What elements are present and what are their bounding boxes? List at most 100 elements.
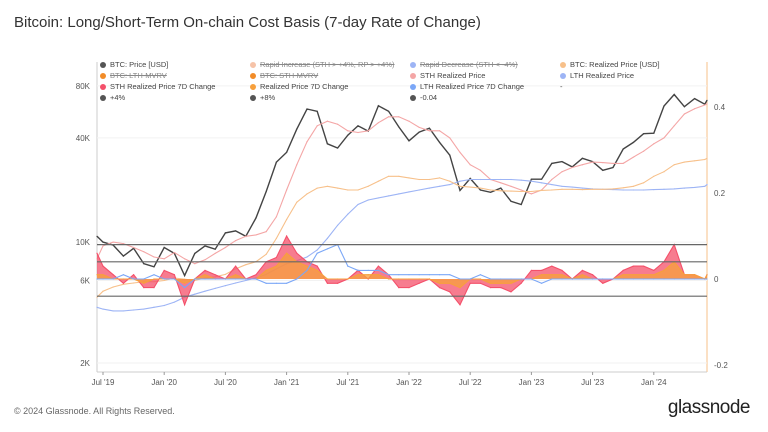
point-lth-realized-price-7d-change	[173, 278, 175, 280]
point-lth-realized-price-7d-change	[704, 278, 706, 280]
point-sth-realized-price	[428, 130, 430, 132]
point-realized-price-7d-change	[510, 282, 512, 284]
legend-item-lth-realized-price[interactable]: LTH Realized Price	[560, 71, 634, 80]
point-btc-price-usd	[275, 161, 277, 163]
point-sth-realized-price-7d-change	[163, 269, 165, 271]
point-btc-price-usd	[337, 147, 339, 149]
point-lth-realized-price	[122, 310, 124, 312]
point-lth-realized-price	[326, 237, 328, 240]
point-sth-realized-price	[377, 122, 379, 124]
point-lth-realized-price	[704, 185, 706, 187]
legend-dot-icon	[250, 95, 256, 102]
point-sth-realized-price-7d-change	[204, 269, 206, 271]
legend-item-sth-realized-price-7d-change[interactable]: STH Realized Price 7D Change	[100, 82, 215, 91]
point-sth-realized-price	[133, 246, 135, 249]
point-btc-realized-price-usd	[102, 290, 104, 292]
point-lth-realized-price-7d-change	[510, 278, 512, 280]
point-realized-price-7d-change	[428, 278, 430, 280]
legend-item-sth-realized-price[interactable]: STH Realized Price	[410, 71, 485, 80]
point-sth-realized-price	[347, 130, 349, 132]
point-btc-realized-price-usd	[683, 161, 686, 163]
point-btc-price-usd	[602, 169, 604, 171]
point-realized-price-7d-change	[367, 274, 369, 276]
y-left-tick-label: 80K	[76, 82, 91, 91]
point-lth-realized-price-7d-change	[255, 278, 257, 280]
point-sth-realized-price-7d-change	[479, 282, 481, 284]
legend-item-4[interactable]: +4%	[100, 93, 125, 102]
point-btc-realized-price-usd	[377, 180, 379, 182]
legend-item-btc-lth-mvrv[interactable]: BTC: LTH-MVRV	[100, 71, 167, 80]
point-lth-realized-price	[530, 180, 533, 182]
point-lth-realized-price-7d-change	[622, 278, 624, 280]
point-btc-price-usd	[255, 217, 257, 219]
legend-item-[interactable]: -	[560, 82, 563, 91]
y-right-tick-label: 0	[714, 275, 719, 284]
point-lth-realized-price	[173, 301, 175, 303]
point-sth-realized-price	[102, 245, 104, 247]
point-btc-realized-price-usd	[561, 188, 563, 190]
point-sth-realized-price	[643, 150, 645, 152]
y-left-tick-label: 6K	[80, 276, 90, 285]
point-sth-realized-price	[653, 143, 655, 145]
point-sth-realized-price-7d-change	[255, 274, 257, 276]
y-right-tick-label: 0.4	[714, 103, 726, 112]
point-lth-realized-price	[551, 183, 553, 186]
point-btc-price-usd	[561, 160, 563, 163]
point-lth-realized-price	[418, 189, 420, 191]
legend-item-rapid-increase-sth-4-rp-4[interactable]: Rapid Increase (STH > +4%, RP > +4%)	[250, 60, 395, 69]
point-btc-price-usd	[265, 190, 267, 193]
point-lth-realized-price	[632, 189, 635, 191]
point-sth-realized-price	[571, 166, 573, 169]
legend-item-0-04[interactable]: -0.04	[410, 93, 437, 102]
legend-label: LTH Realized Price 7D Change	[420, 82, 525, 91]
point-lth-realized-price-7d-change	[194, 278, 196, 280]
point-sth-realized-price-7d-change	[235, 265, 237, 267]
legend-item-realized-price-7d-change[interactable]: Realized Price 7D Change	[250, 82, 348, 91]
point-btc-price-usd	[96, 235, 98, 237]
point-lth-realized-price	[204, 290, 206, 292]
point-sth-realized-price	[214, 252, 216, 255]
point-sth-realized-price-7d-change	[490, 287, 492, 289]
point-btc-realized-price-usd	[418, 178, 420, 181]
point-sth-realized-price	[673, 125, 675, 127]
legend-item-8[interactable]: +8%	[250, 93, 275, 102]
point-sth-realized-price-7d-change	[520, 282, 522, 284]
point-lth-realized-price	[112, 310, 114, 312]
point-sth-realized-price-7d-change	[275, 256, 277, 259]
point-realized-price-7d-change	[184, 282, 186, 284]
legend-item-btc-realized-price-usd[interactable]: BTC: Realized Price [USD]	[560, 60, 660, 69]
point-lth-realized-price	[224, 285, 226, 287]
point-sth-realized-price	[704, 104, 706, 106]
point-sth-realized-price	[683, 113, 686, 115]
point-btc-price-usd	[706, 99, 708, 101]
legend-dot-icon	[560, 73, 566, 80]
point-lth-realized-price	[377, 197, 379, 199]
point-sth-realized-price-7d-change	[632, 265, 635, 267]
point-lth-realized-price-7d-change	[245, 278, 247, 280]
legend-item-btc-sth-mvrv[interactable]: BTC: STH-MVRV	[250, 71, 318, 80]
point-sth-realized-price	[602, 162, 604, 164]
point-realized-price-7d-change	[235, 274, 237, 276]
point-sth-realized-price-7d-change	[439, 287, 441, 289]
legend-item-rapid-decrease-sth-4[interactable]: Rapid Decrease (STH < -4%)	[410, 60, 518, 69]
point-lth-realized-price	[428, 187, 430, 189]
legend-item-btc-price-usd[interactable]: BTC: Price [USD]	[100, 60, 168, 69]
point-lth-realized-price	[398, 193, 400, 195]
point-sth-realized-price	[275, 216, 277, 218]
point-sth-realized-price-7d-change	[500, 287, 502, 289]
point-btc-realized-price-usd	[612, 188, 614, 190]
point-sth-realized-price-7d-change	[602, 282, 604, 284]
point-btc-price-usd	[541, 178, 543, 180]
point-btc-price-usd	[428, 127, 430, 129]
point-btc-realized-price-usd	[622, 187, 624, 189]
point-lth-realized-price-7d-change	[592, 278, 594, 280]
line-btc-price-usd	[96, 93, 708, 278]
legend-item-lth-realized-price-7d-change[interactable]: LTH Realized Price 7D Change	[410, 82, 524, 91]
point-lth-realized-price	[306, 256, 308, 258]
point-btc-price-usd	[214, 248, 216, 250]
point-sth-realized-price-7d-change	[337, 282, 339, 284]
point-sth-realized-price	[235, 239, 237, 242]
point-realized-price-7d-change	[439, 282, 441, 284]
legend-label: STH Realized Price 7D Change	[110, 82, 216, 91]
point-sth-realized-price	[173, 251, 175, 254]
